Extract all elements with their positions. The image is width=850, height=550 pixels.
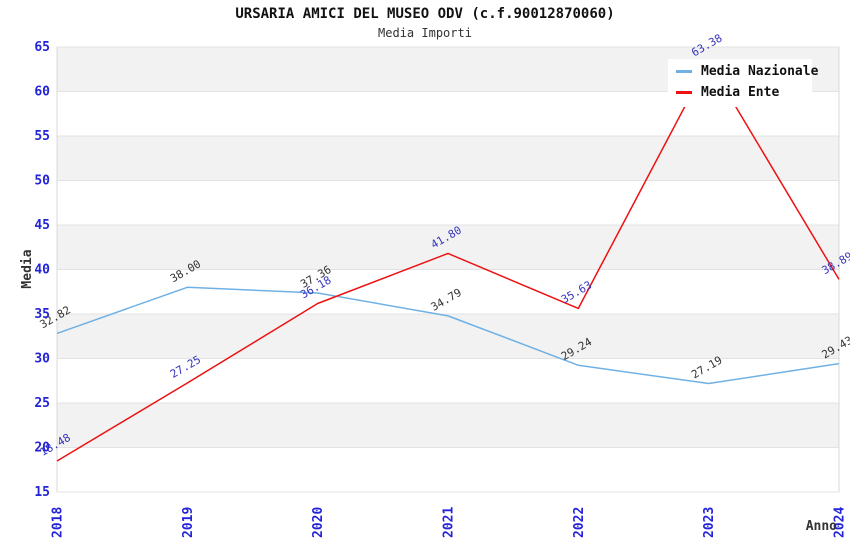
y-tick-label: 30 [34, 352, 50, 367]
x-tick-label: 2021 [442, 507, 457, 538]
y-tick-label: 20 [34, 441, 50, 456]
x-tick-label: 2020 [311, 507, 326, 538]
chart-title: URSARIA AMICI DEL MUSEO ODV (c.f.9001287… [235, 6, 615, 22]
y-axis-tick-labels: 15 20 25 30 35 40 45 50 55 60 65 [34, 40, 50, 500]
y-axis-title: Media [20, 249, 35, 288]
plot-band [57, 314, 839, 359]
y-tick-label: 15 [34, 485, 50, 500]
chart-legend: Media Nazionale Media Ente [668, 59, 818, 107]
x-tick-label: 2023 [702, 507, 717, 538]
plot-band [57, 447, 839, 492]
plot-band [57, 358, 839, 403]
x-tick-label: 2018 [51, 507, 66, 538]
series-line-media-nazionale [56, 286, 840, 385]
legend-label: Media Ente [701, 85, 780, 100]
y-tick-label: 40 [34, 263, 50, 278]
x-axis-tick-labels: 2018 2019 2020 2021 2022 2023 2024 [51, 507, 848, 538]
y-tick-label: 45 [34, 218, 50, 233]
plot-band [57, 136, 839, 181]
legend-label: Media Nazionale [701, 64, 819, 79]
plot-band [57, 180, 839, 225]
gridlines [56, 46, 840, 493]
plot-band [57, 269, 839, 314]
legend-item-media-ente: Media Ente [668, 82, 812, 103]
plot-background-bands [57, 47, 839, 492]
y-tick-label: 50 [34, 174, 50, 189]
x-tick-label: 2019 [181, 507, 196, 538]
plot-band [57, 225, 839, 270]
legend-item-media-nazionale: Media Nazionale [668, 61, 818, 82]
y-tick-label: 60 [34, 85, 50, 100]
y-tick-label: 65 [34, 40, 50, 55]
x-tick-label: 2022 [572, 507, 587, 538]
y-tick-label: 25 [34, 396, 50, 411]
y-tick-label: 35 [34, 307, 50, 322]
chart-subtitle: Media Importi [378, 26, 472, 40]
plot-band [57, 403, 839, 448]
x-axis-title: Anno [806, 519, 837, 534]
x-tick-label: 2024 [833, 507, 848, 538]
y-tick-label: 55 [34, 129, 50, 144]
media-ente-line-swatch-icon [676, 91, 692, 94]
media-nazionale-line-swatch-icon [676, 70, 692, 73]
